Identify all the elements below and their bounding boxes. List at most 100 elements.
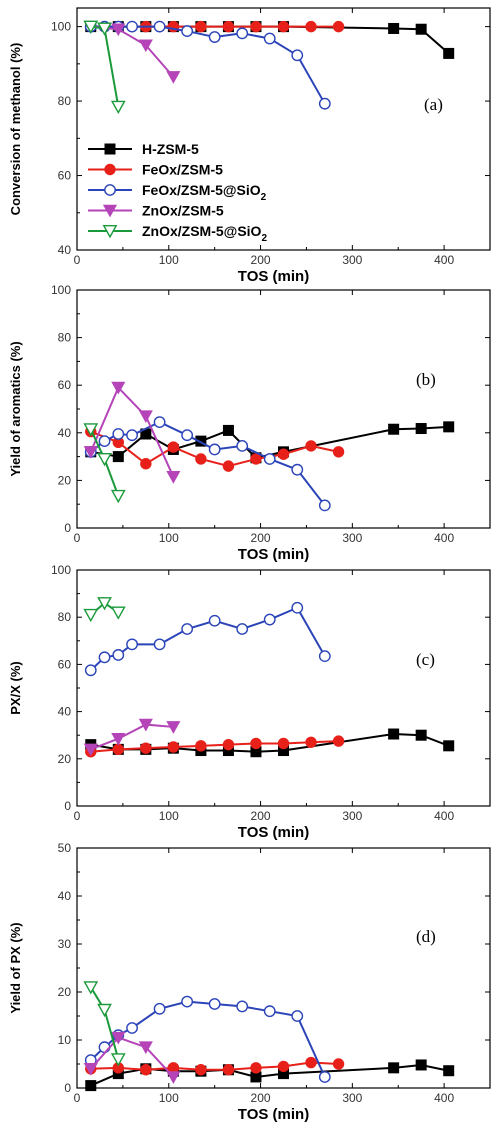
y-axis-label: Yield of aromatics (%) bbox=[8, 341, 23, 476]
x-tick-label: 300 bbox=[342, 253, 362, 267]
legend-item: FeOx/ZSM-5@SiO2 bbox=[88, 182, 267, 203]
data-point bbox=[83, 423, 99, 437]
data-point bbox=[263, 1005, 276, 1018]
x-tick-label: 0 bbox=[74, 253, 81, 267]
data-point bbox=[208, 31, 221, 43]
data-point bbox=[208, 998, 221, 1010]
data-point bbox=[291, 601, 304, 614]
data-point bbox=[97, 1003, 112, 1018]
data-point bbox=[318, 650, 331, 663]
data-point bbox=[140, 458, 152, 470]
data-point bbox=[181, 429, 194, 442]
series-line bbox=[90, 25, 120, 107]
y-tick-label: 30 bbox=[58, 937, 72, 951]
legend-marker bbox=[104, 143, 116, 155]
y-axis-label: Conversion of methanol (%) bbox=[8, 43, 23, 216]
data-point bbox=[195, 740, 207, 752]
y-axis-label: PX/X (%) bbox=[8, 661, 23, 714]
series-line bbox=[90, 723, 174, 751]
data-point bbox=[250, 453, 262, 465]
series-feox-zsm-5 bbox=[85, 735, 345, 758]
y-tick-label: 40 bbox=[58, 243, 72, 257]
data-point bbox=[305, 736, 317, 748]
data-point bbox=[153, 20, 166, 33]
y-tick-label: 40 bbox=[58, 705, 72, 719]
data-point bbox=[263, 613, 276, 626]
data-point bbox=[111, 1031, 126, 1045]
y-tick-label: 0 bbox=[64, 1081, 71, 1095]
x-tick-label: 400 bbox=[434, 253, 454, 267]
y-tick-label: 60 bbox=[58, 169, 72, 183]
data-point bbox=[443, 421, 455, 433]
x-axis-label: TOS (min) bbox=[238, 546, 309, 563]
series-feox-zsm-5-sio2 bbox=[84, 416, 331, 512]
x-tick-label: 400 bbox=[434, 1091, 454, 1105]
data-point bbox=[236, 27, 249, 40]
data-point bbox=[97, 597, 112, 611]
x-tick-label: 300 bbox=[342, 1091, 362, 1105]
data-point bbox=[263, 32, 276, 45]
data-point bbox=[277, 1060, 290, 1073]
y-tick-label: 100 bbox=[51, 563, 71, 577]
data-point bbox=[250, 20, 262, 33]
data-point bbox=[277, 737, 290, 750]
legend: H-ZSM-5FeOx/ZSM-5FeOx/ZSM-5@SiO2ZnOx/ZSM… bbox=[88, 141, 267, 244]
y-tick-label: 20 bbox=[58, 473, 72, 487]
x-tick-label: 0 bbox=[74, 809, 81, 823]
y-tick-label: 50 bbox=[58, 841, 72, 855]
data-point bbox=[222, 460, 235, 472]
data-point bbox=[222, 738, 235, 751]
data-point bbox=[138, 1041, 153, 1055]
x-tick-label: 100 bbox=[159, 1091, 179, 1105]
x-tick-label: 0 bbox=[74, 531, 81, 545]
legend-item: ZnOx/ZSM-5 bbox=[88, 203, 224, 219]
series-line bbox=[90, 1061, 339, 1071]
data-point bbox=[138, 410, 153, 424]
data-point bbox=[208, 443, 221, 456]
data-point bbox=[98, 651, 111, 664]
data-point bbox=[236, 439, 249, 452]
series-znox-zsm-5 bbox=[83, 718, 181, 757]
legend-label: ZnOx/ZSM-5@SiO2 bbox=[142, 223, 267, 244]
plot-frame bbox=[76, 847, 491, 1089]
x-axis-label: TOS (min) bbox=[238, 824, 309, 841]
data-point bbox=[126, 1022, 138, 1034]
y-tick-label: 0 bbox=[64, 521, 71, 535]
x-tick-label: 100 bbox=[159, 253, 179, 267]
data-point bbox=[332, 20, 345, 33]
data-point bbox=[138, 718, 153, 732]
data-point bbox=[138, 39, 153, 53]
data-point bbox=[85, 1080, 97, 1092]
data-point bbox=[126, 638, 138, 651]
data-point bbox=[153, 416, 166, 428]
plot-frame bbox=[76, 7, 491, 251]
data-point bbox=[181, 995, 194, 1008]
data-point bbox=[111, 23, 126, 37]
data-point bbox=[388, 22, 400, 34]
data-point bbox=[415, 23, 427, 35]
data-point bbox=[305, 440, 317, 452]
x-tick-label: 200 bbox=[251, 531, 271, 545]
y-tick-label: 40 bbox=[58, 426, 72, 440]
y-tick-label: 20 bbox=[58, 752, 72, 766]
data-point bbox=[195, 20, 207, 33]
data-point bbox=[222, 1064, 235, 1076]
data-point bbox=[110, 489, 126, 504]
series-feox-zsm-5-sio2 bbox=[84, 601, 331, 677]
data-point bbox=[111, 381, 126, 395]
x-axis-label: TOS (min) bbox=[238, 268, 309, 285]
data-point bbox=[250, 1062, 262, 1074]
series-line bbox=[90, 420, 326, 507]
series-znox-zsm-5 bbox=[83, 381, 181, 484]
legend-label: ZnOx/ZSM-5 bbox=[142, 203, 224, 219]
y-tick-label: 60 bbox=[58, 657, 72, 671]
data-point bbox=[291, 463, 304, 476]
data-point bbox=[195, 453, 207, 465]
y-tick-label: 100 bbox=[51, 20, 71, 34]
data-point bbox=[195, 435, 207, 447]
series-line bbox=[90, 740, 339, 753]
data-point bbox=[181, 623, 194, 635]
legend-item: ZnOx/ZSM-5@SiO2 bbox=[88, 223, 267, 244]
legend-label: FeOx/ZSM-5@SiO2 bbox=[142, 182, 267, 203]
